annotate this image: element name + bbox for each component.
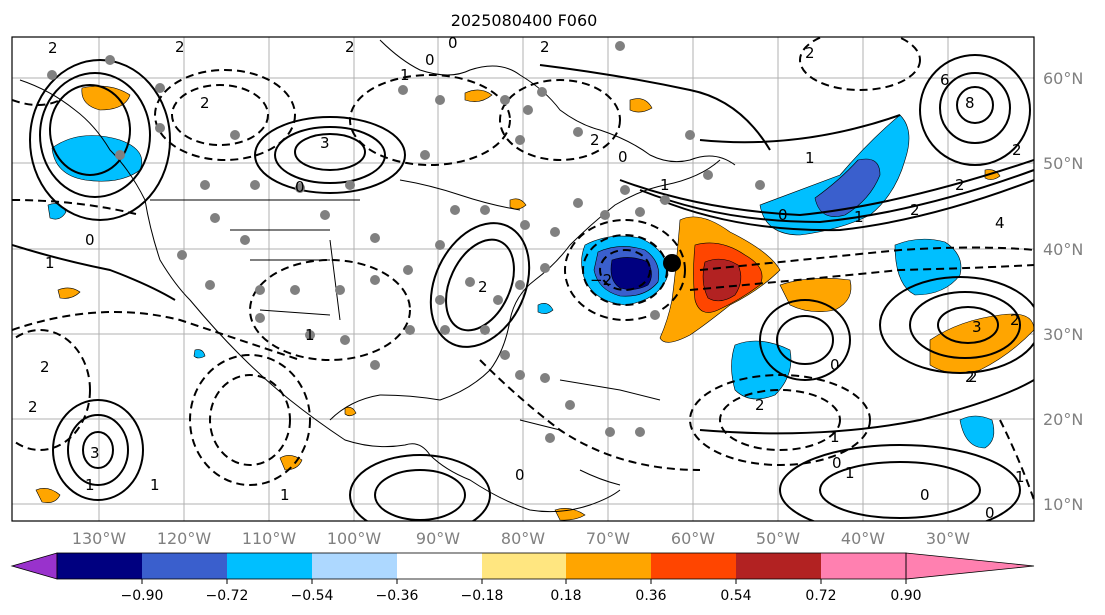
contour-label: 1 (805, 149, 815, 167)
contour-label: 1 (150, 476, 160, 494)
colorbar-tick: 0.54 (720, 588, 751, 604)
lat-label: 60°N (1043, 69, 1083, 88)
contour-label: 0 (295, 178, 305, 196)
contour-label: 0 (778, 206, 788, 224)
coastlines (19, 39, 736, 513)
contour-label: 1 (85, 476, 95, 494)
colorbar-swatch (397, 553, 482, 579)
lon-label: 90°W (416, 529, 460, 548)
contour-label: 1 (400, 66, 410, 84)
lon-label: 110°W (242, 529, 297, 548)
colorbar-swatch (227, 553, 312, 579)
colorbar-swatch (651, 553, 736, 579)
contour-label: 0 (425, 51, 435, 69)
colorbar-swatch (821, 553, 906, 579)
colorbar-swatch (57, 553, 142, 579)
lon-label: 60°W (671, 529, 715, 548)
lat-label: 30°N (1043, 325, 1083, 344)
contour-label: 3 (972, 318, 982, 336)
contour-label: 0 (515, 466, 525, 484)
lon-label: 50°W (756, 529, 800, 548)
contour-label: 0 (618, 148, 628, 166)
contour-label: 2 (910, 201, 920, 219)
contour-label: 3 (90, 444, 100, 462)
contour-label: 2 (40, 358, 50, 376)
colorbar-tick: 0.90 (890, 588, 921, 604)
contour-label: 2 (200, 94, 210, 112)
storm-center-marker (663, 254, 681, 272)
contour-label: 1 (280, 486, 290, 504)
colorbar-tick: −0.54 (291, 588, 334, 604)
lon-label: 120°W (157, 529, 212, 548)
map-border (11, 36, 1035, 522)
contour-label: 2 (1012, 141, 1022, 159)
contour-label: 0 (920, 486, 930, 504)
colorbar-tick: −0.36 (376, 588, 419, 604)
contour-lines (12, 37, 1034, 521)
contour-label: 1 (45, 254, 55, 272)
lon-label: 30°W (926, 529, 970, 548)
contour-label: 1 (854, 208, 864, 226)
colorbar-tick: 0.72 (805, 588, 836, 604)
gridlines (12, 37, 1034, 521)
colorbar-swatch (482, 553, 566, 579)
colorbar-extend-high (905, 552, 1035, 580)
contour-label: 2 (175, 38, 185, 56)
contour-label: 0 (830, 356, 840, 374)
colorbar-tick: 0.18 (550, 588, 581, 604)
colorbar: −0.90 −0.72 −0.54 −0.36 −0.18 0.18 0.36 … (10, 552, 1035, 604)
contour-label: 3 (320, 134, 330, 152)
contour-label: 2 (478, 278, 488, 296)
colorbar-tick: −0.18 (461, 588, 504, 604)
lon-label: 100°W (327, 529, 382, 548)
colorbar-extend-low (10, 552, 58, 580)
contour-label: 1 (660, 176, 670, 194)
colorbar-tick: 0.36 (635, 588, 666, 604)
contour-label: −2 (590, 271, 612, 289)
colorbar-swatch (142, 553, 227, 579)
contour-label: 2 (965, 368, 975, 386)
lon-label: 130°W (72, 529, 127, 548)
contour-label: 0 (832, 454, 842, 472)
contour-label: 2 (28, 398, 38, 416)
lon-label: 80°W (501, 529, 545, 548)
colorbar-tick: −0.90 (121, 588, 164, 604)
contour-label: 1 (830, 428, 840, 446)
colorbar-tick: −0.72 (206, 588, 249, 604)
lat-label: 40°N (1043, 240, 1083, 259)
contour-label: 2 (590, 131, 600, 149)
contour-label: 0 (985, 504, 995, 522)
contour-label: 2 (1010, 311, 1020, 329)
contour-label: 1 (305, 326, 315, 344)
contour-label: 6 (940, 71, 950, 89)
map-title: 2025080400 F060 (451, 11, 598, 30)
colorbar-swatch (566, 553, 651, 579)
lat-label: 50°N (1043, 154, 1083, 173)
longitude-labels: 130°W 120°W 110°W 100°W 90°W 80°W 70°W 6… (72, 529, 970, 548)
contour-label: 8 (965, 94, 975, 112)
contour-label: 1 (1015, 468, 1025, 486)
contour-label: 0 (85, 231, 95, 249)
colorbar-swatch (312, 553, 397, 579)
latitude-labels: 60°N 50°N 40°N 30°N 20°N 10°N (1043, 69, 1083, 514)
contour-label: 2 (540, 38, 550, 56)
lat-label: 10°N (1043, 495, 1083, 514)
contour-label: 1 (845, 464, 855, 482)
contour-label: 4 (995, 214, 1005, 232)
contour-label: 2 (955, 176, 965, 194)
lon-label: 40°W (841, 529, 885, 548)
lat-label: 20°N (1043, 410, 1083, 429)
contour-label-group: 2 2 2 0 2 2 6 8 1 2 0 3 0 1 0 1 1 2 −2 0… (28, 34, 1025, 522)
contour-label: 2 (345, 38, 355, 56)
station-dots (47, 41, 765, 443)
contour-label: 0 (448, 34, 458, 52)
contour-label: 2 (755, 396, 765, 414)
contour-label: 2 (805, 44, 815, 62)
colorbar-swatch (736, 553, 821, 579)
contour-label: 2 (48, 39, 58, 57)
contour-label: 2 (968, 368, 978, 386)
lon-label: 70°W (586, 529, 630, 548)
